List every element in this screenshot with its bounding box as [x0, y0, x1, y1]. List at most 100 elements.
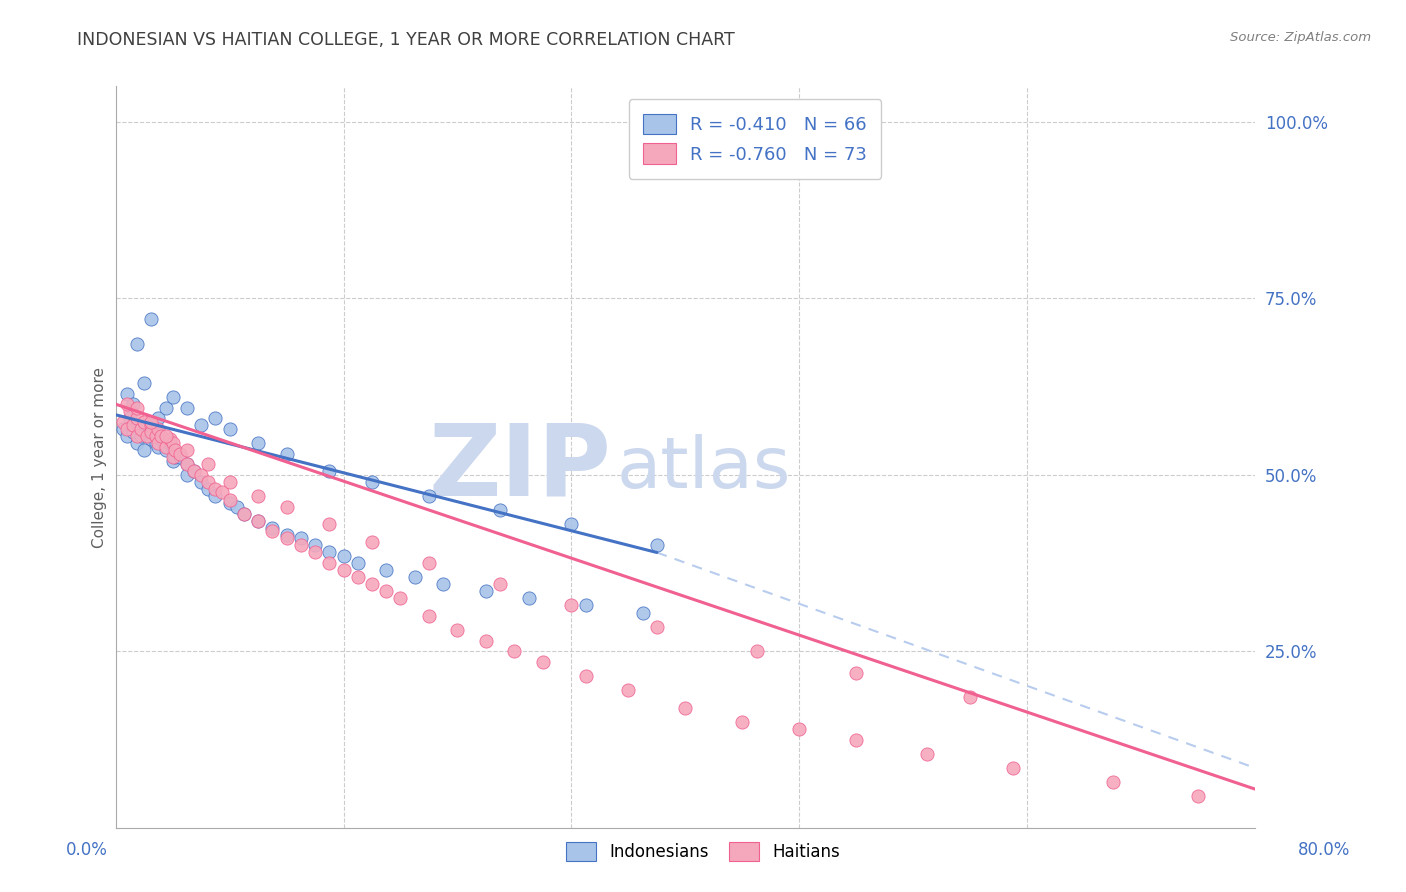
- Point: [290, 532, 312, 546]
- Point: [134, 415, 156, 429]
- Point: [232, 507, 254, 521]
- Point: [111, 422, 134, 436]
- Point: [197, 457, 219, 471]
- Point: [148, 436, 170, 450]
- Point: [211, 485, 233, 500]
- Point: [134, 443, 156, 458]
- Point: [446, 623, 468, 637]
- Point: [332, 563, 354, 577]
- Point: [121, 418, 143, 433]
- Point: [645, 538, 668, 552]
- Point: [183, 464, 205, 478]
- Point: [232, 507, 254, 521]
- Legend: R = -0.410   N = 66, R = -0.760   N = 73: R = -0.410 N = 66, R = -0.760 N = 73: [628, 99, 882, 178]
- Text: ZIP: ZIP: [429, 420, 612, 516]
- Point: [247, 514, 270, 528]
- Point: [148, 411, 170, 425]
- Point: [125, 418, 148, 433]
- Point: [361, 475, 384, 489]
- Point: [148, 422, 170, 436]
- Point: [155, 429, 177, 443]
- Point: [136, 429, 159, 443]
- Point: [125, 436, 148, 450]
- Point: [262, 521, 284, 535]
- Point: [141, 433, 163, 447]
- Point: [304, 545, 326, 559]
- Point: [418, 609, 440, 624]
- Point: [183, 464, 205, 478]
- Point: [489, 577, 512, 591]
- Point: [731, 714, 754, 729]
- Point: [673, 701, 696, 715]
- Point: [375, 563, 398, 577]
- Point: [118, 404, 141, 418]
- Point: [176, 457, 198, 471]
- Point: [190, 418, 212, 433]
- Point: [176, 443, 198, 458]
- Point: [787, 722, 810, 736]
- Point: [318, 517, 340, 532]
- Point: [276, 528, 298, 542]
- Point: [162, 453, 184, 467]
- Point: [121, 425, 143, 440]
- Point: [617, 683, 640, 698]
- Point: [361, 577, 384, 591]
- Point: [575, 599, 598, 613]
- Point: [141, 422, 163, 436]
- Point: [262, 524, 284, 539]
- Point: [141, 425, 163, 440]
- Point: [276, 532, 298, 546]
- Point: [162, 450, 184, 464]
- Point: [169, 450, 191, 464]
- Point: [389, 591, 412, 606]
- Point: [115, 386, 138, 401]
- Point: [745, 644, 768, 658]
- Point: [503, 644, 526, 658]
- Point: [125, 337, 148, 351]
- Text: 80.0%: 80.0%: [1298, 840, 1351, 858]
- Point: [225, 500, 247, 514]
- Point: [517, 591, 540, 606]
- Point: [148, 440, 170, 454]
- Point: [1187, 789, 1209, 804]
- Point: [155, 440, 177, 454]
- Point: [290, 538, 312, 552]
- Point: [115, 397, 138, 411]
- Point: [155, 443, 177, 458]
- Point: [959, 690, 981, 705]
- Point: [125, 411, 148, 425]
- Point: [346, 570, 368, 584]
- Point: [304, 538, 326, 552]
- Point: [218, 496, 240, 510]
- Point: [418, 556, 440, 570]
- Point: [375, 584, 398, 599]
- Point: [1101, 775, 1123, 789]
- Point: [176, 401, 198, 415]
- Point: [346, 556, 368, 570]
- Point: [159, 433, 181, 447]
- Point: [169, 447, 191, 461]
- Point: [318, 556, 340, 570]
- Point: [121, 397, 143, 411]
- Point: [134, 376, 156, 390]
- Point: [162, 436, 184, 450]
- Point: [361, 535, 384, 549]
- Point: [136, 418, 159, 433]
- Point: [276, 447, 298, 461]
- Text: 0.0%: 0.0%: [66, 840, 108, 858]
- Point: [247, 489, 270, 503]
- Point: [141, 418, 163, 433]
- Point: [176, 457, 198, 471]
- Point: [197, 475, 219, 489]
- Point: [218, 422, 240, 436]
- Point: [645, 620, 668, 634]
- Point: [129, 429, 152, 443]
- Point: [145, 436, 167, 450]
- Point: [475, 633, 498, 648]
- Point: [560, 599, 582, 613]
- Point: [115, 429, 138, 443]
- Point: [115, 422, 138, 436]
- Point: [475, 584, 498, 599]
- Point: [165, 450, 187, 464]
- Point: [917, 747, 939, 761]
